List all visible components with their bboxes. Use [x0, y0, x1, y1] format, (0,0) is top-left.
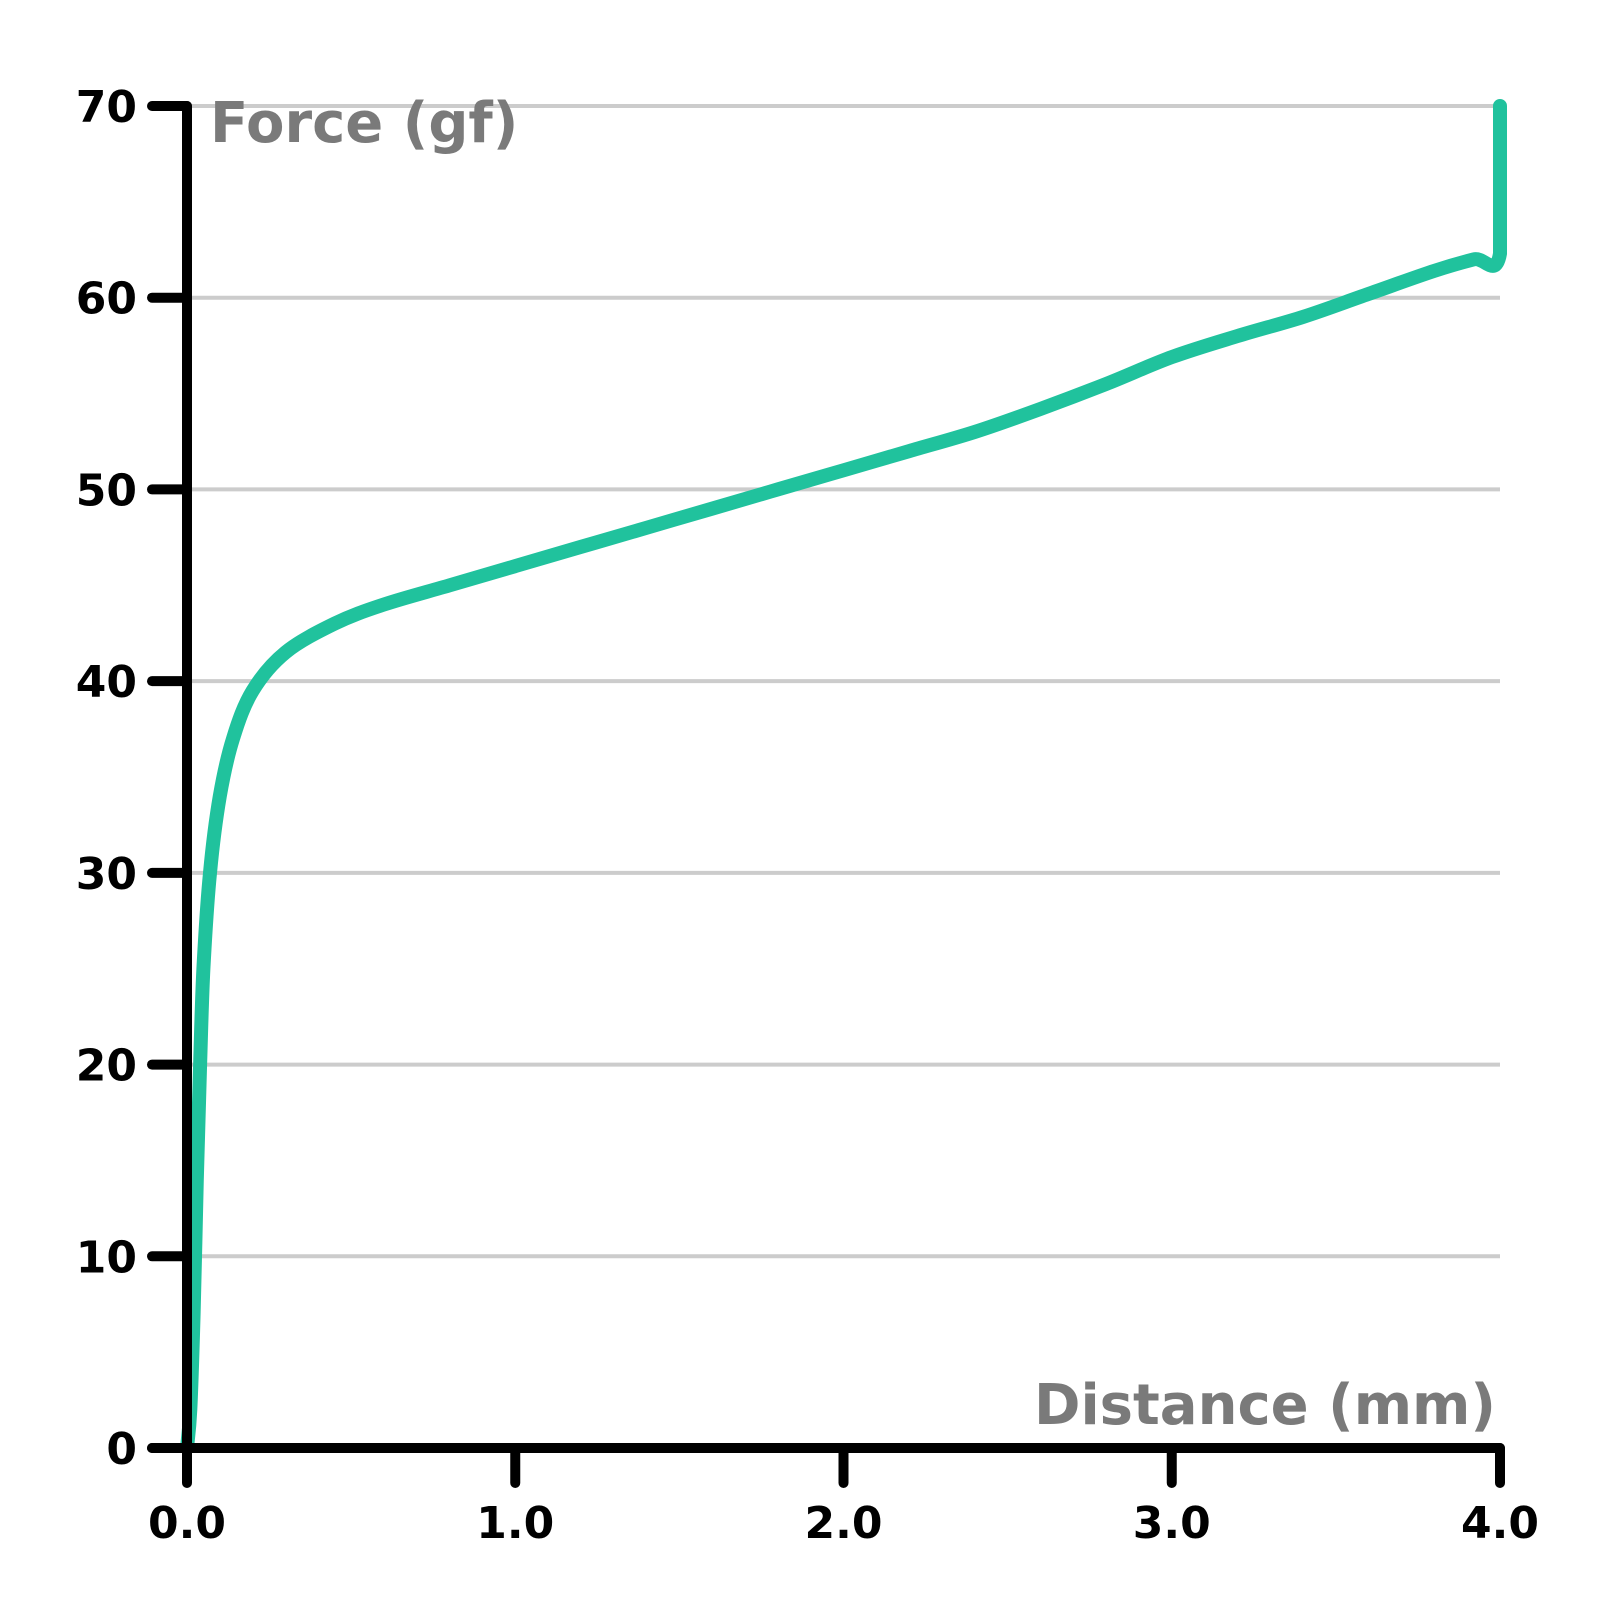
y-axis-title: Force (gf) [210, 91, 518, 156]
x-tick-label: 0.0 [148, 1498, 226, 1549]
y-tick-label: 0 [106, 1424, 137, 1475]
y-tick-label: 30 [76, 849, 137, 900]
ticks: 0 10 20 30 40 50 60 70 0.0 1.0 2.0 3.0 4.0 [76, 82, 1539, 1549]
plot-area [180, 99, 1507, 1455]
y-tick-label: 60 [76, 274, 137, 325]
y-tick-label: 70 [76, 82, 137, 133]
axes [147, 101, 1505, 1453]
y-tick-label: 50 [76, 465, 137, 516]
x-tick-label: 1.0 [476, 1498, 554, 1549]
y-tick-label: 10 [76, 1232, 137, 1283]
x-axis-title: Distance (mm) [1034, 1373, 1496, 1438]
y-tick-label: 20 [76, 1041, 137, 1092]
gridlines [187, 104, 1500, 1259]
force-curve-line [180, 99, 1507, 1455]
x-tick-label: 3.0 [1133, 1498, 1211, 1549]
y-tick-label: 40 [76, 657, 137, 708]
x-tick-label: 2.0 [805, 1498, 883, 1549]
x-tick-label: 4.0 [1461, 1498, 1539, 1549]
